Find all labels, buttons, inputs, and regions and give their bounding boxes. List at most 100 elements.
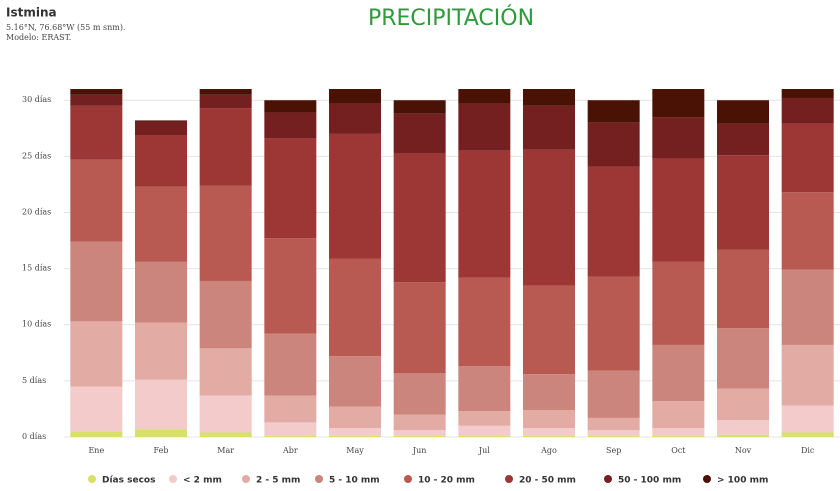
bar-segment (523, 428, 575, 436)
bar-segment (587, 100, 640, 123)
y-tick-label: 0 días (22, 432, 46, 441)
bar-segment (458, 89, 511, 104)
bar-segment (199, 432, 252, 437)
bar-segment (523, 149, 575, 286)
bar-segment (329, 258, 381, 357)
bar-segment (135, 135, 187, 187)
bar-segment (587, 276, 640, 371)
bar-segment (70, 94, 123, 106)
legend-swatch (315, 475, 323, 483)
bar-segment (135, 429, 187, 437)
location: Istmina (6, 6, 57, 20)
bar-segment (781, 192, 834, 270)
bar-segment (587, 370, 640, 418)
bar-segment (781, 89, 834, 98)
legend-label: Días secos (102, 476, 155, 486)
y-tick-label: 15 días (22, 264, 51, 273)
y-tick-label: 30 días (22, 95, 51, 104)
legend-swatch (703, 475, 711, 483)
legend-swatch (88, 475, 96, 483)
bar-segment (458, 150, 511, 278)
bar-segment (70, 159, 123, 242)
bar-segment (329, 103, 381, 134)
bar-segment (393, 414, 446, 431)
x-tick-label: Sep (606, 446, 621, 455)
legend-swatch (404, 475, 412, 483)
bar-segment (199, 185, 252, 281)
bar-segment (523, 105, 575, 150)
legend-swatch (604, 475, 612, 483)
bar-segment (135, 379, 187, 430)
x-tick-label: Dic (801, 446, 815, 455)
bar-segment (587, 417, 640, 431)
bar-segment (264, 395, 317, 423)
bar-segment (135, 322, 187, 380)
bar-segment (717, 420, 769, 435)
bar-segment (264, 238, 317, 334)
bar-segment (393, 430, 446, 436)
bar-segment (199, 108, 252, 186)
legend-label: > 100 mm (717, 476, 768, 486)
bar-segment (652, 89, 705, 118)
bar-segment (652, 158, 705, 262)
legend-swatch (169, 475, 177, 483)
bar-segment (717, 434, 769, 437)
bar-segment (781, 344, 834, 406)
y-tick-label: 25 días (22, 151, 51, 160)
bar-segment (523, 410, 575, 429)
bar-segment (329, 356, 381, 407)
bar-segment (393, 373, 446, 415)
x-tick-label: Oct (671, 446, 686, 455)
legend-label: 5 - 10 mm (329, 476, 380, 486)
bar-segment (652, 117, 705, 159)
bar-segment (199, 395, 252, 433)
bar-segment (329, 89, 381, 104)
bar-segment (781, 97, 834, 124)
bar-segment (587, 122, 640, 167)
bar-segment (652, 435, 705, 437)
legend-swatch (242, 475, 250, 483)
bar-segment (329, 406, 381, 429)
bar-segment (199, 89, 252, 95)
bar-segment (329, 133, 381, 259)
bar-segment (652, 344, 705, 402)
bar-segment (458, 277, 511, 367)
bar-segment (135, 120, 187, 122)
legend-label: 2 - 5 mm (256, 476, 300, 486)
bar-segment (264, 435, 317, 437)
bar-segment (329, 428, 381, 436)
coordinates: 5.16°N, 76.68°W (55 m snm). (6, 23, 126, 32)
legend-swatch (505, 475, 513, 483)
bar-segment (70, 105, 123, 160)
bar-segment (587, 435, 640, 437)
bar-segment (264, 138, 317, 239)
bar-segment (587, 166, 640, 277)
bar-segment (264, 422, 317, 436)
bar-segment (781, 123, 834, 193)
bar-segment (70, 89, 123, 95)
bar-segment (264, 112, 317, 139)
legend-label: 10 - 20 mm (418, 476, 475, 486)
bar-segment (781, 405, 834, 433)
bar-segment (717, 123, 769, 156)
chart-title: PRECIPITACIÓN (368, 5, 534, 31)
model: Modelo: ERAST. (6, 33, 71, 42)
x-tick-label: Feb (154, 446, 169, 455)
legend-label: 50 - 100 mm (618, 476, 681, 486)
bar-segment (393, 282, 446, 374)
x-tick-label: Nov (735, 446, 752, 455)
bar-segment (458, 425, 511, 436)
bar-segment (652, 401, 705, 429)
x-tick-label: Ago (540, 446, 557, 455)
bar-segment (199, 94, 252, 109)
x-tick-label: Jul (478, 446, 490, 455)
bar-segment (523, 435, 575, 437)
bar-segment (523, 374, 575, 411)
bar-segment (652, 428, 705, 436)
bar-segment (393, 152, 446, 283)
bar-segment (717, 155, 769, 250)
bar-segment (523, 285, 575, 375)
x-tick-label: May (346, 446, 364, 455)
bar-segment (523, 89, 575, 106)
